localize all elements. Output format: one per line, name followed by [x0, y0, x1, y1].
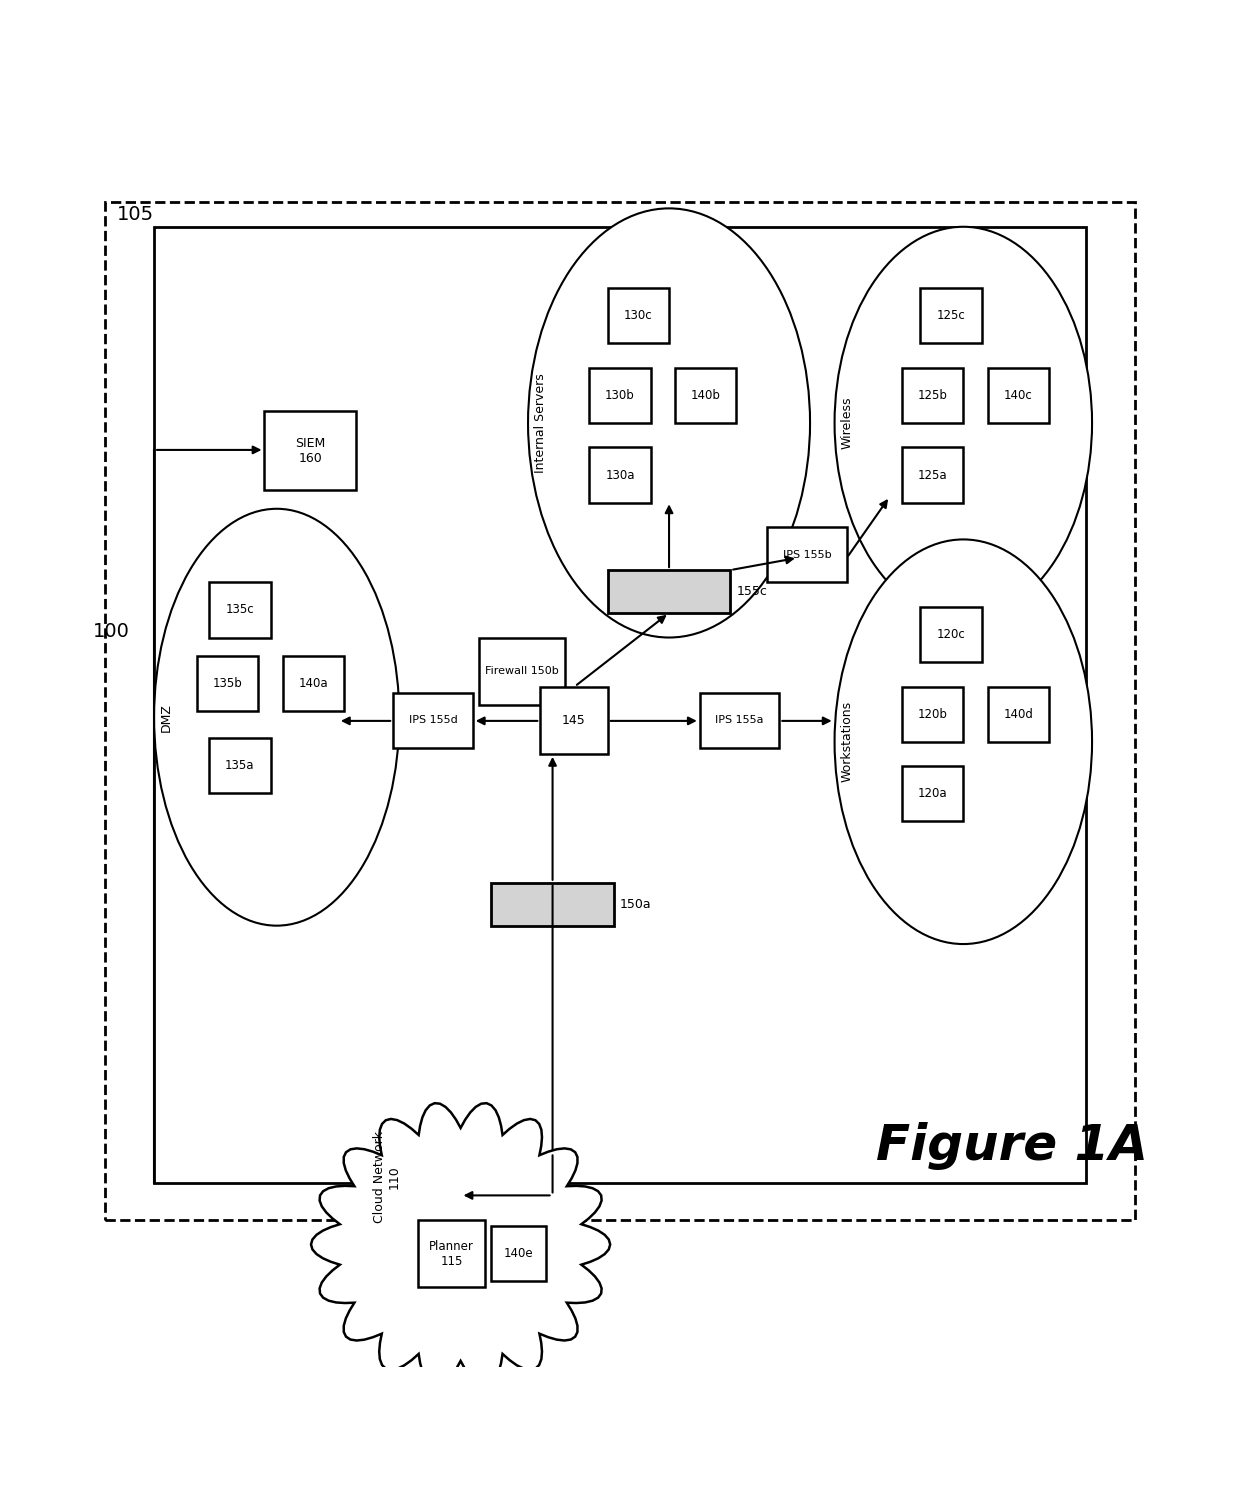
FancyBboxPatch shape — [589, 448, 651, 502]
Text: 140c: 140c — [1004, 389, 1033, 401]
FancyBboxPatch shape — [920, 288, 982, 344]
Text: Internal Servers: Internal Servers — [534, 372, 547, 474]
Text: Firewall 150b: Firewall 150b — [485, 667, 559, 676]
Text: IPS 155b: IPS 155b — [782, 550, 831, 559]
FancyBboxPatch shape — [264, 410, 356, 490]
FancyBboxPatch shape — [418, 1220, 485, 1288]
FancyBboxPatch shape — [393, 692, 472, 748]
Text: IPS 155a: IPS 155a — [715, 715, 764, 725]
Ellipse shape — [528, 208, 810, 638]
Text: 145: 145 — [562, 713, 585, 727]
FancyBboxPatch shape — [901, 766, 963, 822]
FancyBboxPatch shape — [608, 288, 670, 344]
FancyBboxPatch shape — [479, 638, 565, 704]
FancyBboxPatch shape — [901, 686, 963, 742]
FancyBboxPatch shape — [920, 606, 982, 662]
Text: 130b: 130b — [605, 389, 635, 401]
Text: 140d: 140d — [1003, 707, 1033, 721]
FancyBboxPatch shape — [210, 737, 270, 793]
FancyBboxPatch shape — [491, 882, 614, 926]
Text: 120a: 120a — [918, 787, 947, 801]
Text: 120c: 120c — [936, 627, 966, 641]
Text: 155c: 155c — [737, 585, 768, 599]
Ellipse shape — [835, 226, 1092, 620]
Text: 140a: 140a — [299, 677, 329, 691]
Text: 120b: 120b — [918, 707, 947, 721]
Text: Figure 1A: Figure 1A — [877, 1122, 1148, 1170]
Text: 130c: 130c — [624, 309, 652, 323]
Text: Cloud Network
110: Cloud Network 110 — [373, 1131, 401, 1223]
FancyBboxPatch shape — [988, 368, 1049, 422]
FancyBboxPatch shape — [699, 692, 780, 748]
Text: 125c: 125c — [936, 309, 966, 323]
Text: Wireless: Wireless — [841, 397, 853, 449]
Text: IPS 155d: IPS 155d — [409, 715, 458, 725]
FancyBboxPatch shape — [210, 582, 270, 638]
Text: 135a: 135a — [226, 759, 254, 772]
FancyBboxPatch shape — [901, 368, 963, 422]
FancyBboxPatch shape — [197, 656, 258, 712]
FancyBboxPatch shape — [988, 686, 1049, 742]
Text: 150a: 150a — [620, 897, 652, 911]
Text: Planner
115: Planner 115 — [429, 1240, 474, 1268]
Text: 125a: 125a — [918, 469, 947, 481]
Text: Workstations: Workstations — [841, 701, 853, 783]
Text: 135b: 135b — [213, 677, 243, 691]
Text: 140b: 140b — [691, 389, 720, 401]
FancyBboxPatch shape — [901, 448, 963, 502]
FancyBboxPatch shape — [541, 686, 608, 754]
Text: 105: 105 — [118, 205, 155, 225]
Text: DMZ: DMZ — [160, 703, 174, 731]
Ellipse shape — [835, 540, 1092, 944]
PathPatch shape — [311, 1104, 610, 1386]
FancyBboxPatch shape — [283, 656, 345, 712]
Text: 100: 100 — [93, 621, 130, 641]
Ellipse shape — [154, 508, 399, 926]
FancyBboxPatch shape — [589, 368, 651, 422]
Text: SIEM
160: SIEM 160 — [295, 436, 326, 464]
FancyBboxPatch shape — [608, 570, 730, 612]
Text: 125b: 125b — [918, 389, 947, 401]
Text: 140e: 140e — [503, 1247, 533, 1261]
FancyBboxPatch shape — [675, 368, 737, 422]
Text: 130a: 130a — [605, 469, 635, 481]
FancyBboxPatch shape — [491, 1226, 547, 1282]
FancyBboxPatch shape — [768, 528, 847, 582]
Text: 135c: 135c — [226, 603, 254, 617]
